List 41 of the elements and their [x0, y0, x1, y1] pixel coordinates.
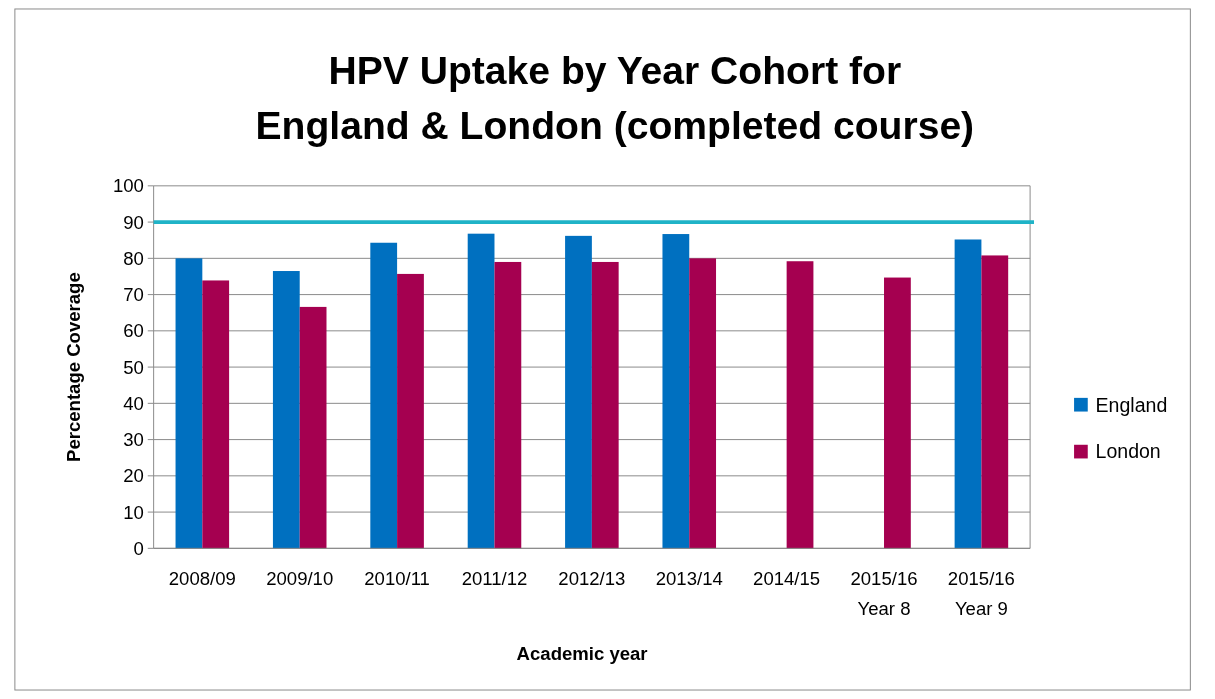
x-tick-label: 2014/15: [753, 568, 821, 590]
bar: [565, 235, 592, 549]
y-tick-label: 70: [123, 284, 144, 306]
bar: [689, 258, 717, 549]
bar: [467, 233, 495, 549]
y-tick-label: 100: [112, 175, 144, 197]
bar: [299, 306, 327, 549]
bar: [494, 261, 522, 549]
x-tick-label: 2012/13: [558, 568, 626, 590]
bar: [884, 277, 911, 549]
legend-label: London: [1095, 440, 1161, 463]
legend-label: England: [1095, 393, 1168, 416]
bar: [591, 261, 619, 549]
bar: [370, 242, 398, 549]
x-tick-label: 2008/09: [168, 568, 236, 590]
y-tick-label: 0: [133, 537, 144, 559]
y-tick-label: 50: [123, 356, 144, 378]
bar: [662, 234, 690, 549]
x-tick-label: 2013/14: [655, 568, 723, 590]
y-axis-title: Percentage Coverage: [63, 272, 85, 462]
x-tick-label: 2011/12: [461, 568, 528, 590]
x-axis-title: Academic year: [516, 642, 648, 664]
x-tick-label: 2009/10: [266, 568, 334, 590]
y-tick-label: 10: [123, 501, 144, 523]
bar: [202, 280, 230, 549]
x-tick-label: 2010/11: [364, 568, 430, 590]
y-tick-label: 30: [123, 429, 144, 451]
y-tick-label: 90: [123, 211, 144, 233]
x-tick-label: 2015/16 Year 9: [947, 568, 1015, 619]
chart-title: HPV Uptake by Year Cohort for England & London (completed course): [255, 49, 975, 147]
bar: [981, 255, 1009, 549]
y-tick-label: 60: [123, 320, 144, 342]
bar: [397, 273, 424, 549]
y-tick-label: 40: [123, 392, 144, 414]
x-tick-label: 2015/16 Year 8: [850, 568, 918, 619]
bar: [175, 258, 203, 549]
y-tick-label: 20: [123, 465, 144, 487]
y-tick-label: 80: [123, 247, 144, 269]
bar: [272, 271, 300, 549]
bar: [786, 261, 814, 549]
bar: [954, 239, 982, 549]
